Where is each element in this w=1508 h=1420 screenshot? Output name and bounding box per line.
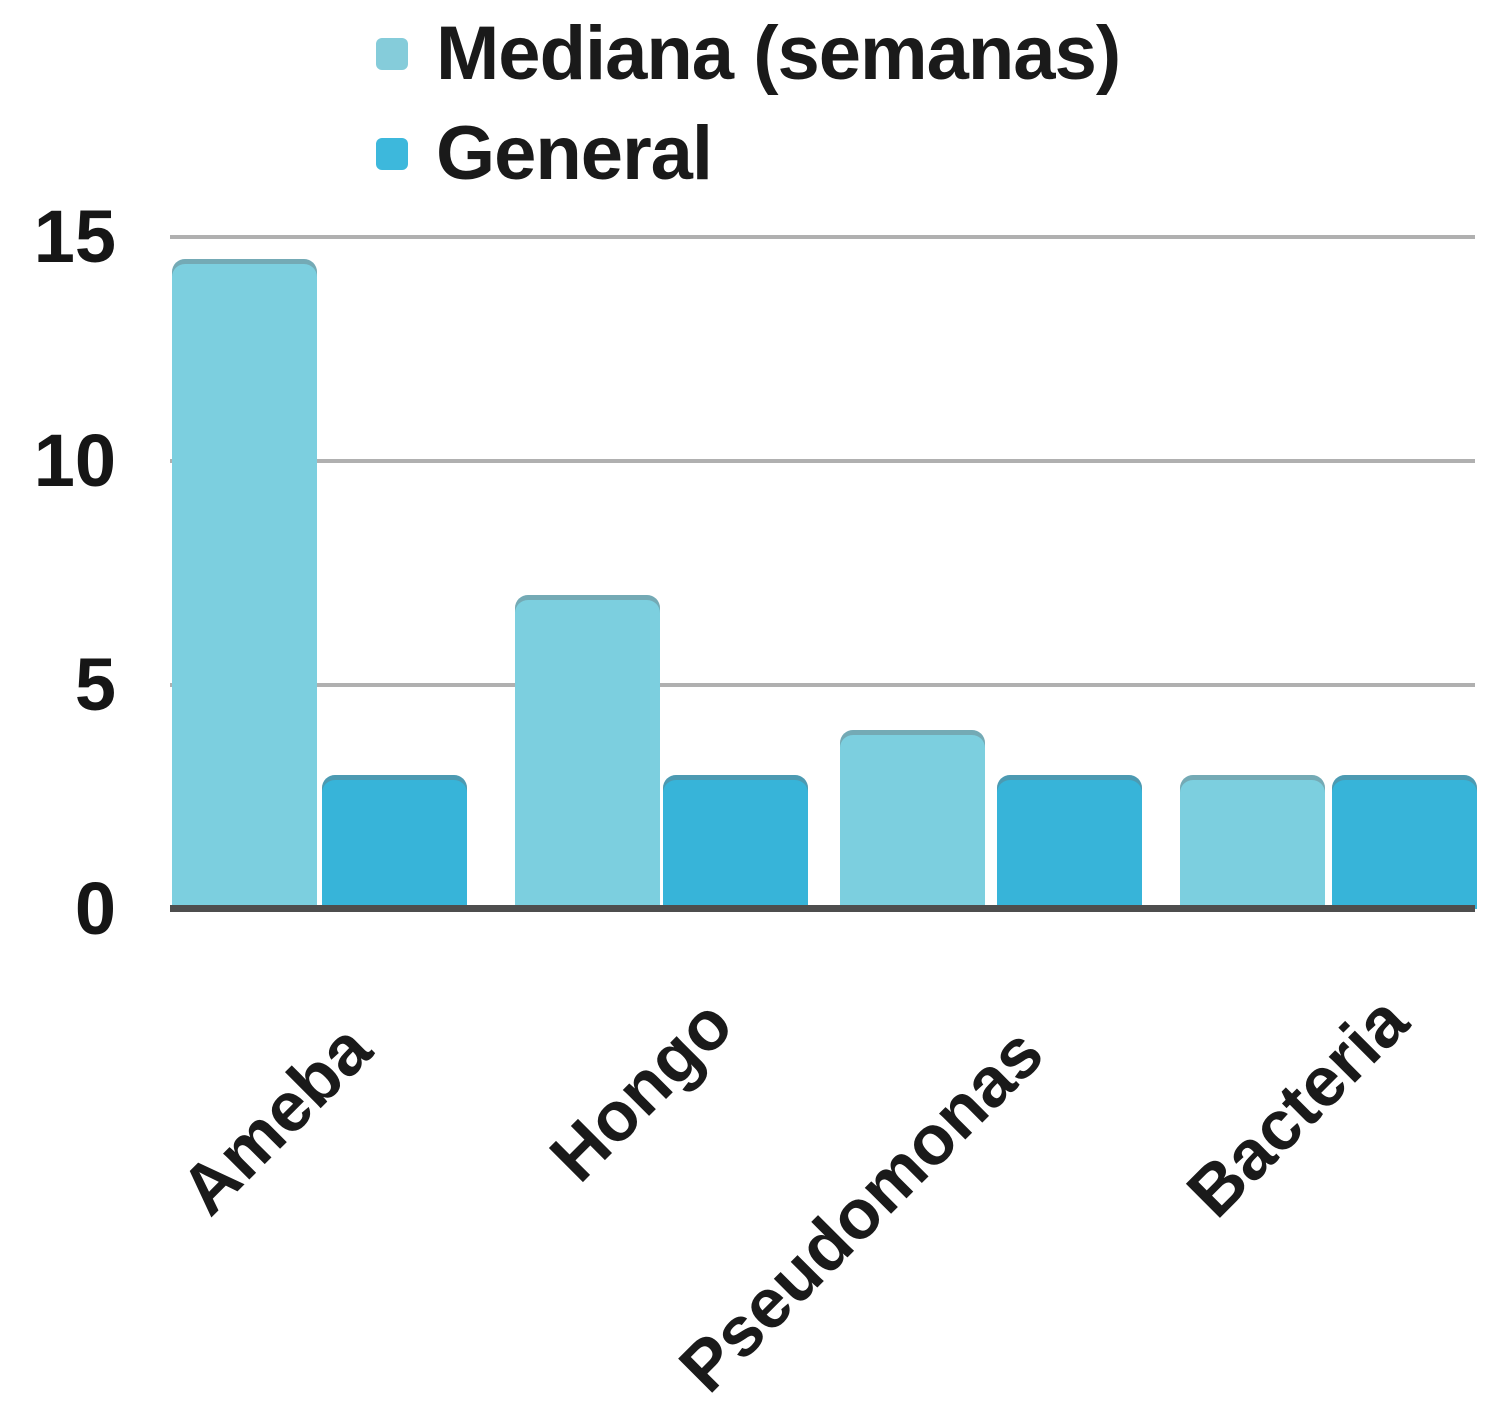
- legend-swatch-general-icon: [376, 138, 408, 170]
- bar-mediana-pseudomonas: [840, 730, 985, 909]
- gridline-5: [170, 683, 1475, 687]
- y-tick-label-0: 0: [74, 867, 116, 950]
- y-tick-label-15: 15: [33, 195, 116, 278]
- legend-item-mediana: Mediana (semanas): [376, 8, 1121, 100]
- legend-label-mediana: Mediana (semanas): [436, 11, 1121, 96]
- legend-item-general: General: [376, 108, 1120, 200]
- bar-general-bacteria: [1332, 775, 1477, 909]
- bar-mediana-hongo: [515, 595, 660, 909]
- legend-swatch-mediana-icon: [376, 38, 408, 70]
- plot-area: [170, 235, 1477, 912]
- gridline-15: [170, 235, 1475, 239]
- bar-mediana-bacteria: [1180, 775, 1325, 909]
- legend-label-general: General: [436, 111, 713, 196]
- y-tick-label-10: 10: [33, 419, 116, 502]
- x-category-label-ameba: Ameba: [165, 1009, 386, 1230]
- x-category-label-bacteria: Bacteria: [1171, 981, 1423, 1232]
- bar-general-hongo: [663, 775, 808, 909]
- gridline-10: [170, 459, 1475, 463]
- x-category-label-pseudomonas: Pseudomonas: [663, 1013, 1058, 1407]
- bar-general-pseudomonas: [997, 775, 1142, 909]
- x-axis-baseline: [170, 905, 1475, 912]
- y-tick-label-5: 5: [74, 643, 116, 726]
- chart-legend: Mediana (semanas) General: [376, 8, 1121, 200]
- bar-mediana-ameba: [172, 259, 317, 909]
- bar-general-ameba: [322, 775, 467, 909]
- x-category-label-hongo: Hongo: [535, 984, 748, 1197]
